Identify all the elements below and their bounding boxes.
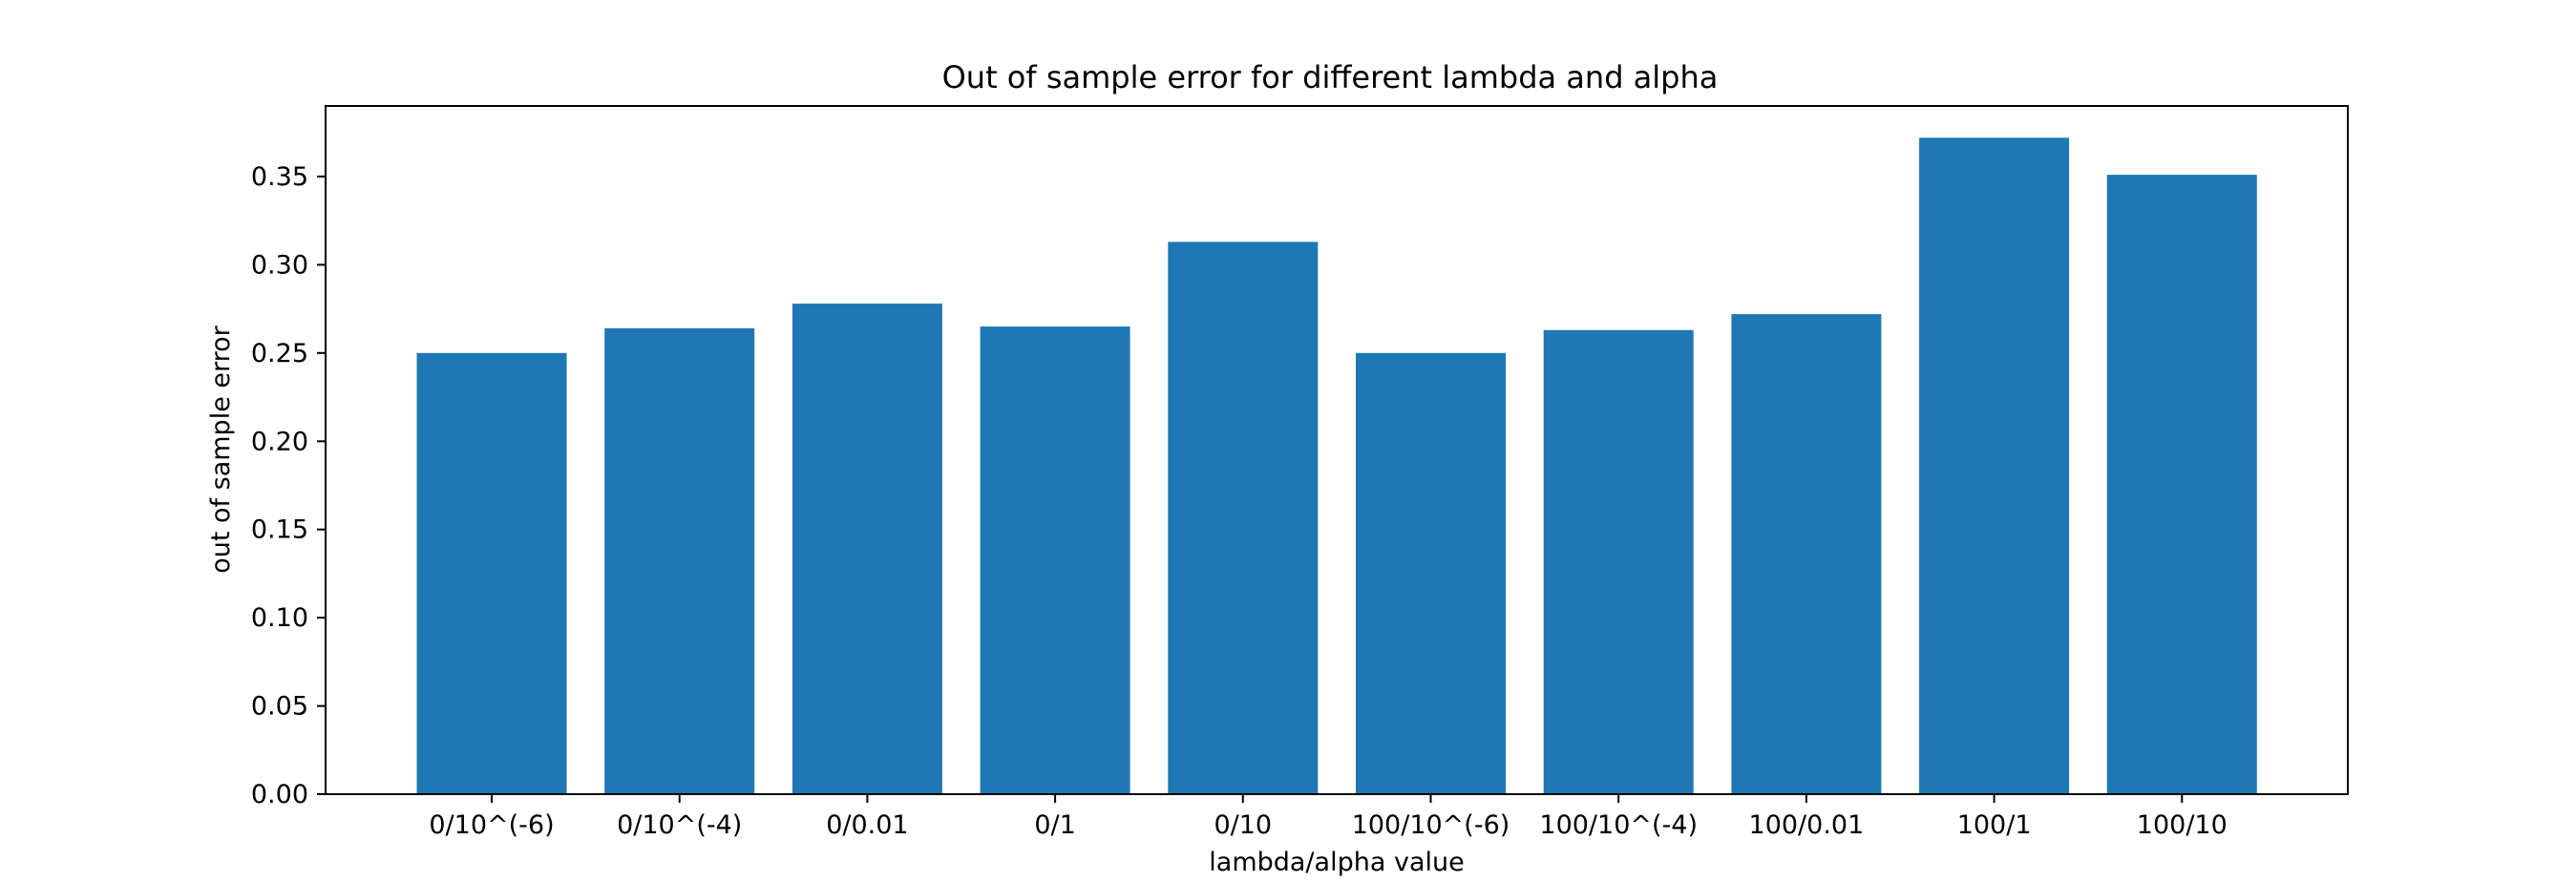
chart-title: Out of sample error for different lambda… bbox=[942, 59, 1719, 95]
y-tick-label: 0.15 bbox=[251, 515, 308, 545]
x-tick-label: 0/1 bbox=[1034, 810, 1075, 840]
bar bbox=[1168, 242, 1319, 794]
bar bbox=[1919, 137, 2070, 795]
x-tick-label: 0/10^(-4) bbox=[617, 810, 742, 840]
y-tick-label: 0.05 bbox=[251, 692, 308, 722]
x-tick-label: 100/10 bbox=[2137, 810, 2228, 840]
y-axis: 0.00 0.05 0.10 0.15 0.20 0.25 0.30 0.35 bbox=[251, 162, 326, 809]
x-tick-label: 100/10^(-6) bbox=[1352, 810, 1510, 840]
x-tick-label: 0/0.01 bbox=[826, 810, 908, 840]
y-axis-label: out of sample error bbox=[206, 325, 236, 573]
y-tick-label: 0.25 bbox=[251, 339, 308, 368]
bar bbox=[980, 326, 1130, 794]
bars-layer bbox=[416, 137, 2257, 795]
bar bbox=[2106, 175, 2257, 795]
bar bbox=[416, 352, 567, 794]
y-tick-label: 0.00 bbox=[251, 780, 308, 809]
bar bbox=[1731, 314, 1882, 794]
bar bbox=[792, 304, 942, 795]
bar bbox=[1543, 329, 1694, 794]
x-tick-label: 100/1 bbox=[1957, 810, 2032, 840]
x-tick-label: 100/10^(-4) bbox=[1539, 810, 1698, 840]
x-axis: 0/10^(-6) 0/10^(-4) 0/0.01 0/1 0/10 100/10^(-… bbox=[429, 794, 2228, 840]
x-axis-label: lambda/alpha value bbox=[1209, 848, 1464, 877]
y-tick-label: 0.10 bbox=[251, 603, 308, 633]
bar bbox=[1356, 352, 1506, 794]
x-tick-label: 100/0.01 bbox=[1749, 810, 1865, 840]
x-tick-label: 0/10 bbox=[1214, 810, 1272, 840]
axes-frame bbox=[325, 105, 2349, 795]
bar bbox=[604, 327, 755, 794]
y-tick-label: 0.30 bbox=[251, 250, 308, 280]
y-tick-label: 0.35 bbox=[251, 162, 308, 192]
x-tick-label: 0/10^(-6) bbox=[429, 810, 554, 840]
y-tick-label: 0.20 bbox=[251, 427, 308, 456]
